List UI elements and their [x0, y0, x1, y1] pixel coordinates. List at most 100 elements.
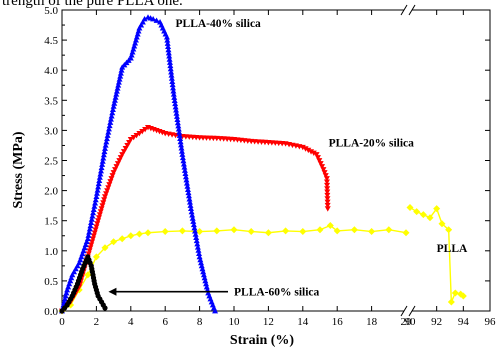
series-plla-40-silica-point — [172, 100, 179, 107]
series-plla-40-silica-point — [174, 119, 181, 126]
series-plla-20-silica-point — [96, 212, 103, 218]
series-plla-40-silica-point — [150, 16, 157, 22]
series-plla-40-silica-point — [198, 262, 205, 269]
series-plla-left-point — [333, 227, 341, 235]
series-plla-40-silica-point — [103, 138, 110, 145]
series-plla-40-silica-point — [114, 85, 121, 91]
series-plla-40-silica-point — [178, 148, 185, 154]
series-plla-40-silica-point — [97, 171, 104, 177]
series-plla-40-silica-point — [175, 122, 182, 129]
series-plla-20-silica-point — [87, 245, 94, 251]
x-tick-label: 6 — [162, 316, 168, 328]
series-plla-40-silica-point — [65, 283, 72, 290]
x-axis-title: Strain (%) — [230, 333, 295, 348]
series-plla-20-silica-point — [93, 224, 100, 230]
series-plla-40-silica-point — [200, 271, 207, 278]
series-plla-40-silica-point — [78, 253, 85, 260]
series-plla-right-point — [438, 220, 446, 228]
series-plla-40-silica-point — [184, 183, 191, 189]
series-plla-40-silica-point — [102, 145, 108, 151]
axis-break-mark — [400, 305, 408, 317]
series-plla-40-silica-point — [68, 274, 75, 281]
series-plla-40-silica — [59, 14, 219, 314]
series-plla-20-silica-point — [130, 135, 137, 141]
series-plla-40-silica-point — [103, 135, 110, 142]
series-plla-right-point — [413, 208, 421, 216]
series-plla-40-silica-point — [77, 256, 84, 263]
series-plla-40-silica-point — [178, 145, 185, 151]
axes: 0.0 0.5 1.0 1.5 2.0 2.5 3.0 3.5 4.0 4.5 5.0 0 2 4 6 8 10… — [44, 4, 496, 328]
series-plla-left-point — [350, 226, 358, 234]
series-plla-60-silica-point — [102, 305, 108, 311]
y-tick-label: 0.0 — [44, 306, 58, 318]
series-plla-40-silica-point — [100, 151, 107, 158]
series-plla-40-silica-point — [170, 88, 177, 94]
series-plla-40-silica-point — [164, 37, 171, 43]
series-plla-40-silica-point — [136, 25, 143, 31]
series-annotation-label: PLLA-40% silica — [176, 18, 262, 30]
series-plla-20-silica-point — [89, 236, 96, 242]
series-plla-40-silica-point — [187, 202, 194, 208]
series-plla-40-silica-point — [115, 79, 122, 85]
series-plla-20-silica-point — [100, 200, 107, 206]
series-plla-40-silica-point — [184, 186, 191, 192]
series-plla-40-silica-point — [99, 158, 106, 164]
series-plla-40-silica-point — [101, 148, 108, 155]
series-plla-40-silica-point — [85, 232, 92, 238]
x-tick-label: 0 — [59, 316, 65, 328]
series-plla-40-silica-point — [195, 247, 202, 253]
series-plla-40-silica-point — [134, 31, 141, 37]
y-tick-label: 1.5 — [44, 216, 58, 228]
series-plla-20-silica-point — [323, 179, 330, 185]
series-plla-40-silica-point — [167, 65, 174, 72]
series-plla-40-silica-point — [212, 308, 219, 314]
series-plla-40-silica-point — [81, 244, 88, 251]
y-tick-label: 3.0 — [44, 125, 58, 137]
y-axis-title: Stress (MPa) — [11, 131, 26, 208]
y-tick-label: 2.0 — [44, 186, 58, 198]
series-plla-40-silica-point — [196, 250, 203, 257]
series-plla-40-silica-point — [96, 177, 103, 183]
series-plla-right-point — [459, 292, 467, 300]
series-plla-40-silica-point — [104, 132, 111, 138]
series-plla-40-silica-point — [115, 82, 122, 88]
series-plla-40-silica-point — [169, 78, 176, 84]
series-plla-40-silica-point — [166, 59, 173, 65]
series-plla-right-point — [426, 214, 434, 222]
series-plla-left-point — [178, 227, 186, 235]
series-plla-40-silica-point — [168, 75, 175, 81]
series-plla-40-silica-point — [84, 235, 91, 242]
series-plla-left-point — [118, 235, 126, 243]
series-plla-40-silica-point — [94, 187, 101, 193]
axis-break-mark — [400, 4, 408, 16]
series-plla-40-silica-point — [165, 43, 172, 50]
series-plla-20-silica-point — [324, 182, 331, 189]
series-plla-40-silica-point — [99, 161, 106, 167]
series-plla-40-silica-point — [192, 231, 199, 237]
series-plla-40-silica-point — [176, 132, 183, 138]
series-plla-40-silica-point — [182, 173, 189, 180]
series-plla-40-silica-point — [180, 157, 187, 164]
series-plla-right-point — [433, 205, 441, 213]
series-plla-40-silica-point — [109, 109, 116, 116]
series-plla-20-silica-point — [319, 164, 326, 170]
series-plla-40-silica-point — [185, 192, 192, 199]
series-plla-20-silica-point — [324, 196, 331, 202]
y-tick-label: 2.5 — [44, 156, 58, 168]
series-plla-40-silica-point — [111, 100, 118, 106]
series-plla-40-silica-point — [87, 222, 94, 229]
series-plla-20-silica-point — [308, 149, 315, 155]
series-plla-40-silica-point — [188, 208, 195, 215]
series-plla-40-silica-point — [169, 81, 176, 88]
series-plla-20-silica-point — [86, 248, 93, 254]
series-plla-40-silica-point — [189, 215, 196, 221]
series-plla-20-silica-point — [98, 206, 105, 212]
series-plla-40-silica-point — [71, 268, 78, 275]
series-plla-40-silica-point — [95, 180, 102, 187]
plot-frame — [61, 9, 491, 312]
series-plla-40-silica-point — [106, 122, 113, 129]
series-plla-left-point — [127, 232, 135, 240]
series-plla-40-silica-point — [164, 40, 171, 46]
series-plla-40-silica-point — [100, 155, 107, 161]
